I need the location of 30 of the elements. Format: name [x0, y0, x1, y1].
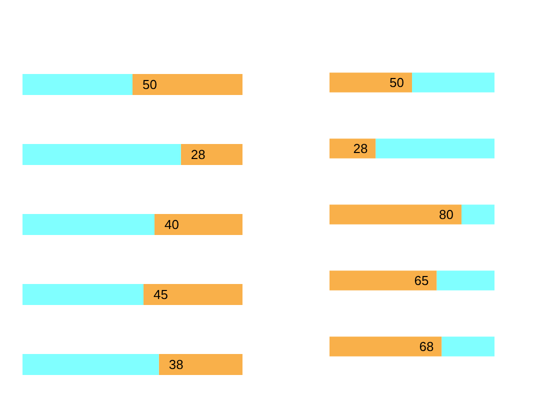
bar: [144, 284, 242, 305]
data-label: 38: [168, 357, 184, 372]
bar: [330, 204, 462, 224]
data-label: 45: [154, 287, 168, 302]
bar: [22, 214, 154, 235]
bar: [132, 74, 242, 95]
bar: [442, 336, 494, 356]
bar: [412, 72, 494, 92]
bar: [22, 144, 181, 165]
bar: [330, 270, 437, 290]
bar: [22, 74, 132, 95]
data-label: 28: [353, 141, 368, 156]
data-label: 80: [439, 207, 454, 222]
data-label: 28: [190, 147, 206, 162]
bar: [436, 270, 494, 290]
bar: [330, 336, 442, 356]
bar: [330, 72, 412, 92]
bar: [180, 144, 242, 165]
bar: [158, 354, 242, 375]
bar: [22, 354, 159, 375]
data-label: 68: [419, 339, 434, 354]
bar: [376, 138, 494, 158]
bar: [154, 214, 242, 235]
data-label: 50: [142, 77, 157, 92]
bar: [22, 284, 144, 305]
data-label: 40: [164, 217, 179, 232]
bar: [330, 138, 376, 158]
data-label: 65: [414, 273, 429, 288]
bar: [462, 204, 494, 224]
data-label: 50: [390, 75, 404, 90]
